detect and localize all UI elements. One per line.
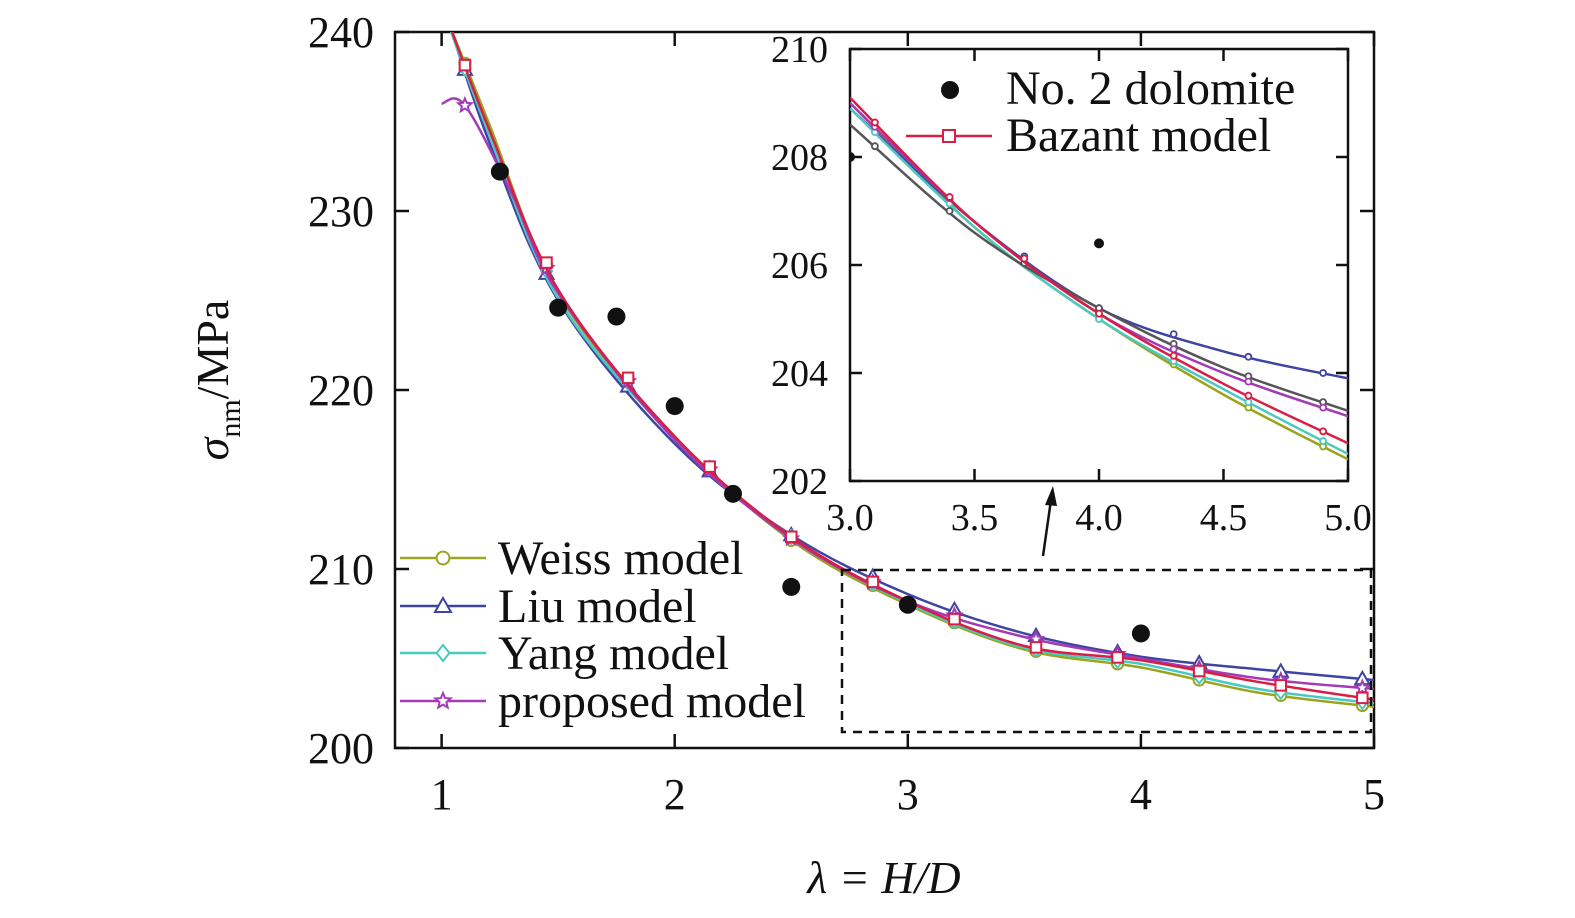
data-point [1131,624,1150,643]
inset-marker [945,193,954,201]
inset-x-tick-label: 3.0 [826,497,874,539]
series-marker [703,460,716,473]
x-tick-label: 2 [664,770,686,819]
legend-marker [942,129,956,143]
legend-label: Liu model [498,580,697,633]
y-tick-label: 230 [308,187,374,236]
inset-chart: 3.0 3.5 4.0 4.5 5.0 202 204 206 208 210 No. 2 dol… [771,29,1372,539]
y-tick-label: 220 [308,366,374,415]
data-point [549,298,568,317]
inset-plot-area [848,47,1350,483]
y-tick-label: 240 [308,8,374,57]
x-tick-label: 5 [1363,770,1385,819]
inset-legend-entry: No. 2 dolomite [941,62,1295,115]
zoom-arrow [1041,486,1057,557]
main-series-lines [441,32,1374,712]
inset-line-bazant-model [850,96,1348,445]
inset-marker [1244,398,1253,407]
legend-label: Yang model [498,627,729,680]
x-tick-label: 4 [1130,770,1152,819]
data-point [898,595,917,614]
y-tick-label: 200 [308,724,374,773]
inset-y-tick-label: 208 [771,137,828,179]
y-axis-label: σnm/MPa [187,300,247,461]
inset-axes: 3.0 3.5 4.0 4.5 5.0 202 204 206 208 210 [771,29,1372,539]
main-scatter [490,162,1150,643]
legend-entry: Liu model [400,580,697,633]
x-tick-label: 1 [431,770,453,819]
inset-data-point [1094,238,1104,249]
series-marker [1353,678,1372,696]
legend-entry: proposed model [400,675,806,728]
series-marker [621,371,635,385]
inset-marker [1319,369,1327,377]
series-marker [785,530,798,544]
data-point [490,162,509,181]
inset-x-tick-label: 3.5 [951,497,999,539]
inset-legend-label: No. 2 dolomite [1006,62,1295,115]
inset-marker [1020,254,1029,263]
inset-legend-entry: Bazant model [906,109,1271,162]
series-marker [1356,691,1369,705]
legend-dot [941,81,959,99]
inset-x-tick-label: 4.0 [1075,497,1123,539]
series-marker [1274,679,1288,692]
inset-x-tick-label: 5.0 [1324,497,1372,539]
main-axes: 1 2 3 4 5 200 210 220 230 240 [308,8,1385,819]
inset-marker [1319,427,1327,436]
series-marker [1111,651,1124,664]
inset-marker [1319,437,1327,445]
y-tick-label: 210 [308,545,374,594]
inset-y-tick-label: 210 [771,29,828,71]
inset-marker [871,118,879,127]
inset-legend-label: Bazant model [1006,109,1271,162]
inset-marker [1169,351,1178,360]
inset-series-lines [850,96,1348,461]
series-line-bazant-model [450,32,1374,701]
inset-y-tick-label: 202 [771,461,828,503]
data-point [607,307,626,326]
legend-entry: Yang model [400,627,729,680]
inset-line-yang-model [850,107,1348,456]
data-point [723,484,742,503]
inset-x-tick-label: 4.5 [1200,497,1248,539]
inset-marker [945,207,954,215]
inset-marker [1244,377,1253,386]
series-marker [1029,641,1043,654]
series-marker [455,95,475,114]
x-tick-label: 3 [897,770,919,819]
legend-marker [435,550,451,566]
inset-marker [1244,352,1253,361]
inset-marker [1319,403,1327,412]
series-marker [1192,664,1206,678]
inset-marker [1095,309,1103,318]
series-marker [866,575,880,589]
inset-marker [1244,391,1253,400]
series-line-liu-model [450,32,1374,682]
inset-y-tick-label: 206 [771,245,828,287]
series-marker [540,256,553,269]
inset-marker [871,142,879,151]
inset-marker [1169,345,1178,354]
series-marker [948,612,961,626]
legend-marker [432,690,454,710]
inset-marker [1169,330,1178,339]
legend-marker [435,643,451,663]
data-point [665,397,684,416]
legend-entry: Weiss model [400,532,743,585]
inset-y-tick-label: 204 [771,353,828,395]
legend-label: Weiss model [498,532,743,585]
data-point [782,577,801,596]
zoom-region [840,568,1373,734]
legend-marker [433,595,453,613]
series-marker [458,58,472,72]
legend-label: proposed model [498,675,806,728]
x-axis-label: λ = H/D [805,852,960,903]
